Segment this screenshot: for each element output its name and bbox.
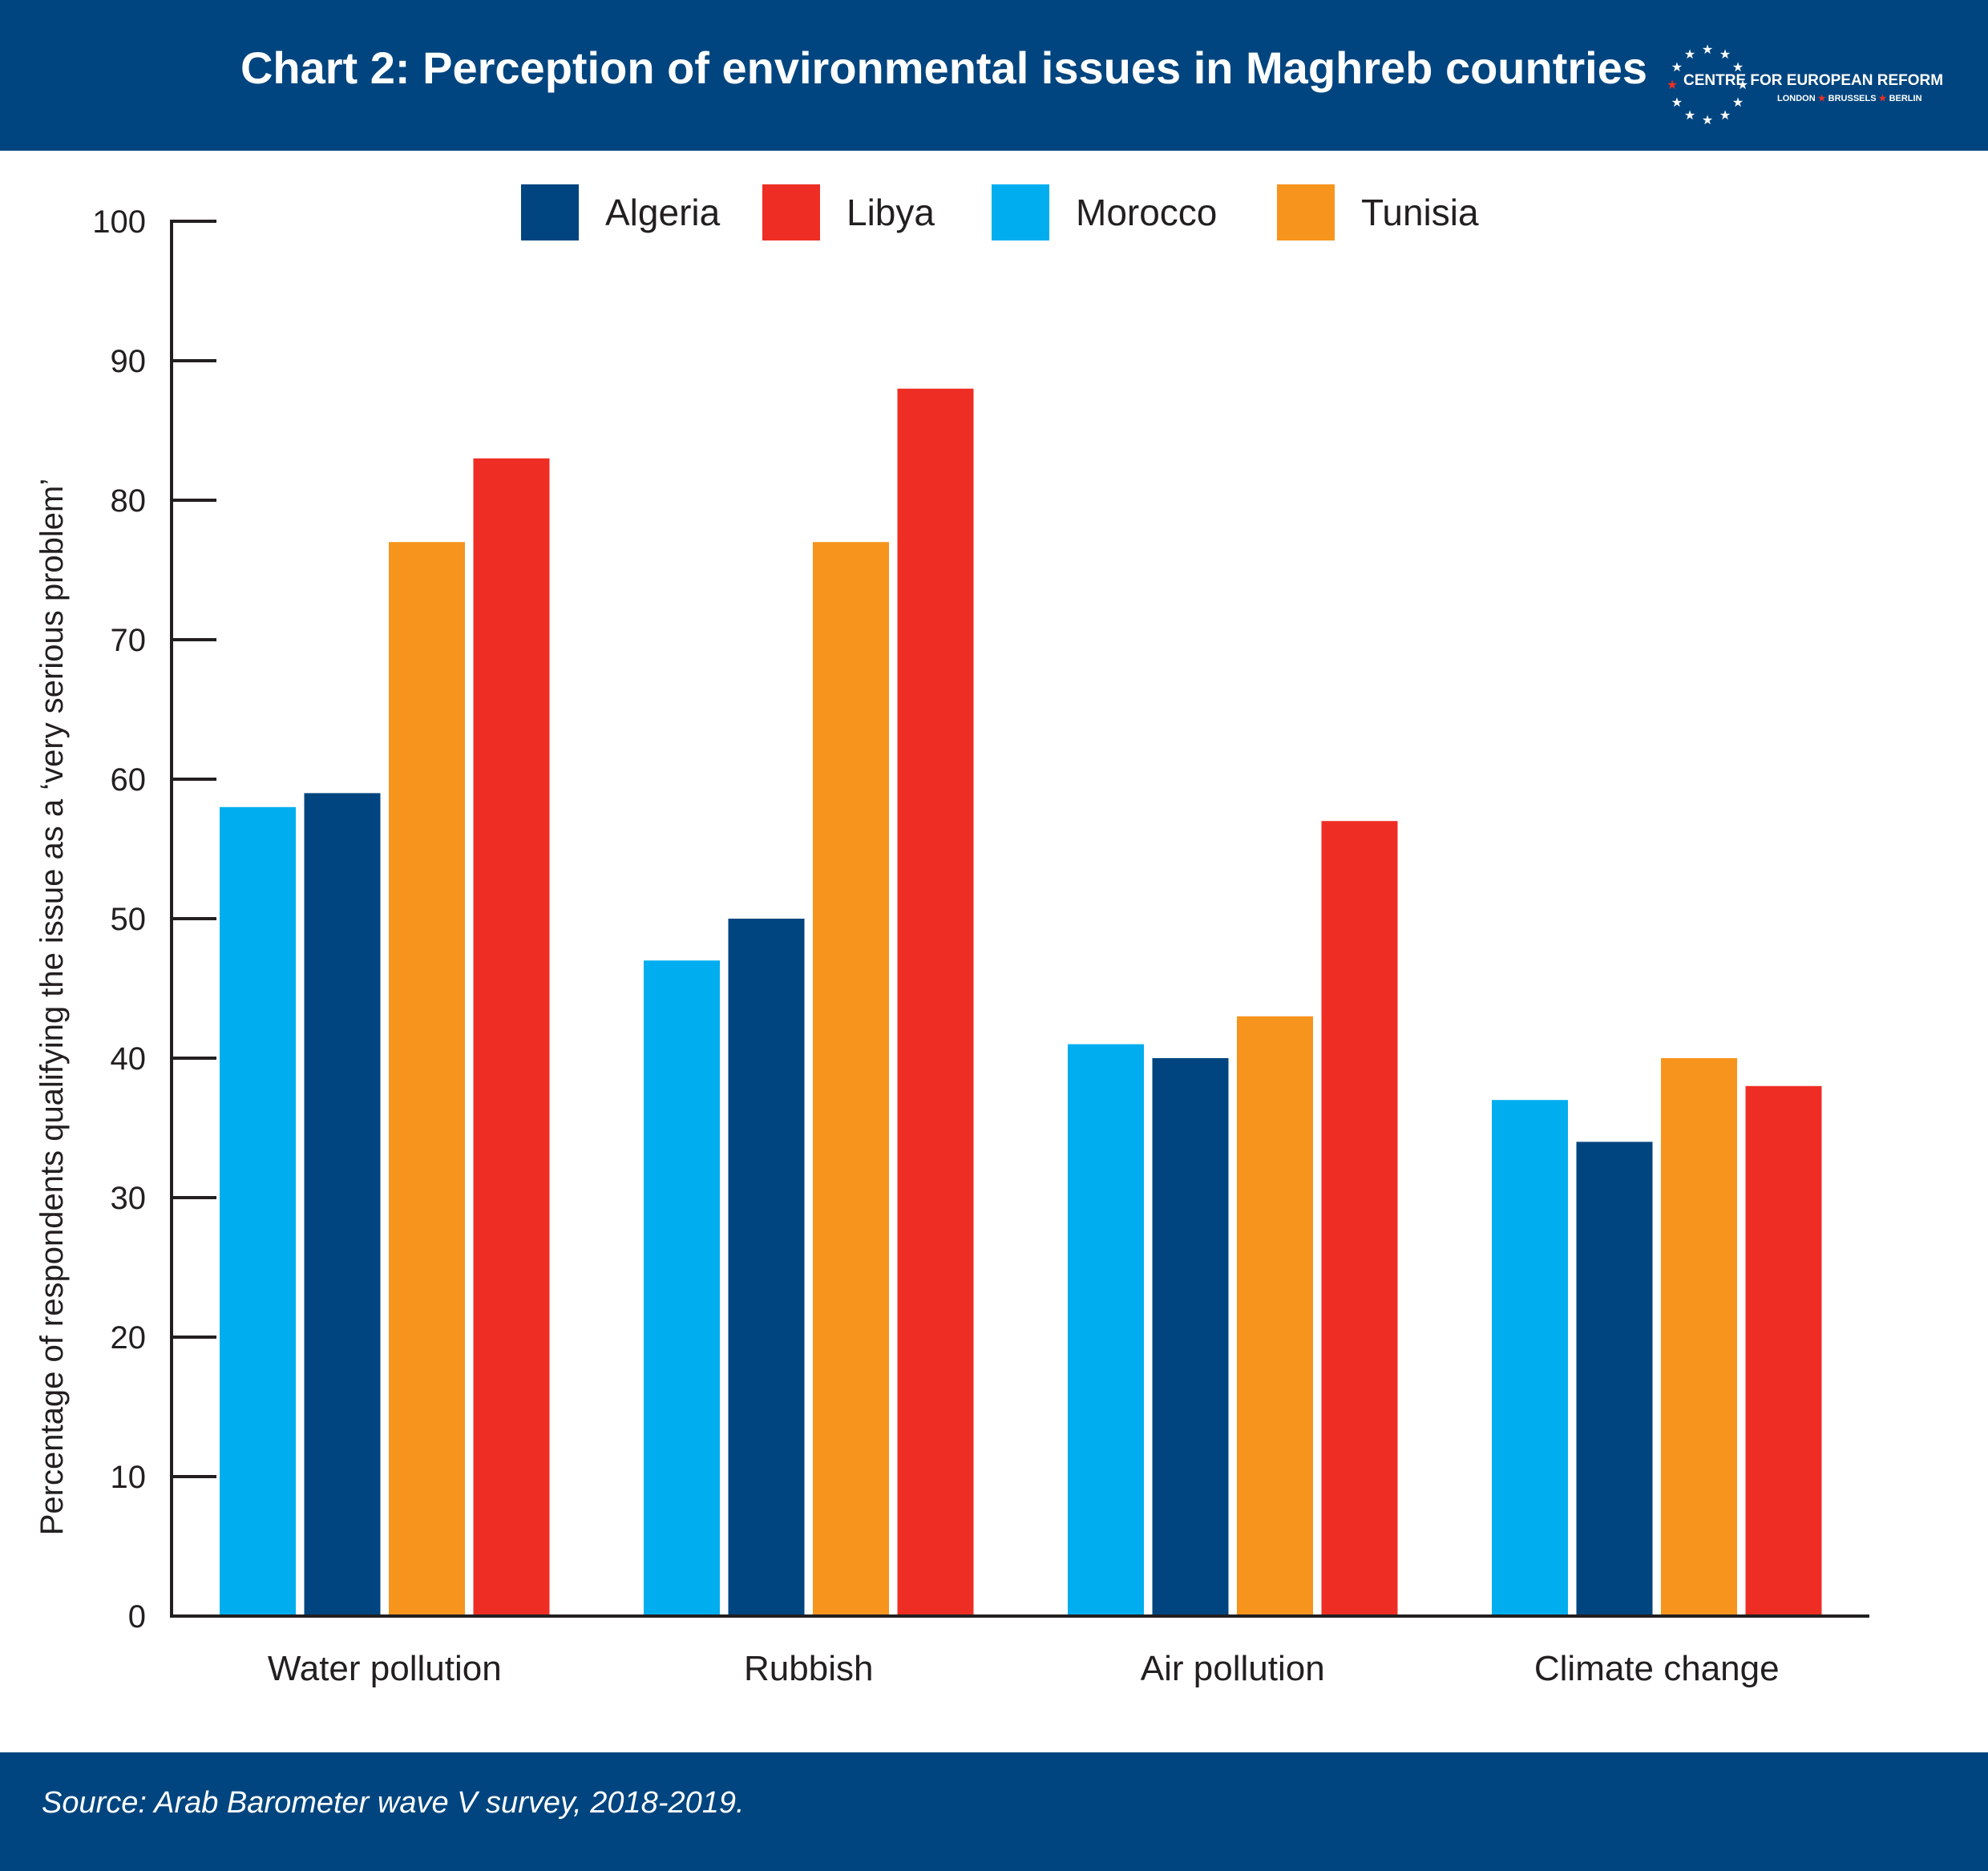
- x-tick-label-rubbish: Rubbish: [744, 1649, 873, 1688]
- y-tick-label: 60: [111, 762, 147, 798]
- bar-libya-rubbish: [897, 388, 974, 1616]
- bar-libya-water-pollution: [473, 458, 550, 1616]
- x-tick-label-water-pollution: Water pollution: [268, 1649, 502, 1688]
- y-tick-label: 90: [111, 344, 147, 379]
- logo-star-icon: ★: [1702, 112, 1713, 127]
- footer-bar: Source: Arab Barometer wave V survey, 20…: [0, 1752, 1988, 1871]
- bar-tunisia-air-pollution: [1237, 1016, 1313, 1616]
- logo-star-icon: ★: [1671, 95, 1683, 110]
- bar-tunisia-rubbish: [813, 542, 889, 1617]
- logo-city-brussels: BRUSSELS: [1828, 94, 1877, 103]
- bar-algeria-rubbish: [728, 919, 805, 1616]
- x-tick-label-air-pollution: Air pollution: [1141, 1649, 1325, 1688]
- y-tick-label: 80: [111, 483, 147, 519]
- bar-morocco-air-pollution: [1068, 1044, 1144, 1616]
- legend-swatch-libya: [762, 184, 820, 240]
- chart-title: Chart 2: Perception of environmental iss…: [240, 42, 1647, 93]
- y-axis-label: Percentage of respondents qualifying the…: [34, 479, 70, 1536]
- y-ticks-group: 0 10 20 30 40 50 60 70 80 90 100: [92, 204, 216, 1635]
- bar-morocco-climate-change: [1492, 1100, 1568, 1616]
- logo-star-icon: ★: [1667, 77, 1678, 92]
- bar-tunisia-climate-change: [1661, 1058, 1737, 1616]
- legend-label-libya: Libya: [847, 192, 935, 233]
- legend-label-algeria: Algeria: [605, 192, 721, 233]
- bar-tunisia-water-pollution: [389, 542, 465, 1617]
- legend-swatch-tunisia: [1277, 184, 1335, 240]
- bar-morocco-water-pollution: [220, 806, 296, 1616]
- bar-chart: 0 10 20 30 40 50 60 70 80 90 100 Water pollution Ru…: [34, 184, 1869, 1688]
- cer-logo: ★ ★ ★ ★ ★ ★ ★ ★ ★ ★ ★ ★ CENTRE FOR EUROPEAN REFORM …: [1663, 40, 1943, 128]
- logo-star-icon: ★: [1719, 46, 1731, 62]
- bar-libya-air-pollution: [1321, 821, 1398, 1616]
- logo-city-berlin: BERLIN: [1889, 94, 1922, 103]
- bar-libya-climate-change: [1745, 1085, 1822, 1616]
- bars-group: [220, 388, 1822, 1617]
- y-tick-label: 0: [128, 1599, 146, 1635]
- logo-star-icon: ★: [1671, 59, 1683, 75]
- header-bar: Chart 2: Perception of environmental iss…: [0, 0, 1988, 151]
- y-tick-label: 50: [111, 902, 147, 937]
- logo-star-icon: ★: [1702, 42, 1713, 57]
- logo-star-icon: ★: [1732, 59, 1744, 75]
- bar-algeria-air-pollution: [1152, 1058, 1229, 1616]
- bar-algeria-climate-change: [1576, 1142, 1653, 1616]
- bar-algeria-water-pollution: [304, 793, 381, 1616]
- logo-star-icon: ★: [1684, 107, 1695, 123]
- legend-label-tunisia: Tunisia: [1361, 192, 1479, 233]
- x-tick-labels-group: Water pollution Rubbish Air pollution Clima…: [268, 1649, 1780, 1688]
- y-tick-label: 10: [111, 1460, 147, 1495]
- source-note: Source: Arab Barometer wave V survey, 20…: [42, 1786, 745, 1820]
- y-tick-label: 40: [111, 1041, 147, 1077]
- legend-label-morocco: Morocco: [1076, 192, 1217, 233]
- legend: Algeria Libya Morocco Tunisia: [521, 184, 1479, 240]
- logo-star-icon: ★: [1817, 94, 1826, 103]
- logo-star-icon: ★: [1878, 94, 1887, 103]
- logo-cities: LONDON ★ BRUSSELS ★ BERLIN: [1777, 93, 1922, 103]
- y-tick-label: 100: [92, 204, 146, 240]
- y-tick-label: 20: [111, 1320, 147, 1356]
- legend-swatch-morocco: [992, 184, 1049, 240]
- y-tick-label: 70: [111, 623, 147, 658]
- logo-star-icon: ★: [1732, 95, 1744, 110]
- logo-star-icon: ★: [1737, 77, 1748, 92]
- logo-city-london: LONDON: [1777, 94, 1816, 103]
- logo-star-icon: ★: [1719, 107, 1731, 123]
- y-tick-label: 30: [111, 1181, 147, 1216]
- x-tick-label-climate-change: Climate change: [1534, 1649, 1780, 1688]
- logo-name: CENTRE FOR EUROPEAN REFORM: [1683, 72, 1944, 89]
- bar-morocco-rubbish: [644, 960, 720, 1616]
- legend-swatch-algeria: [521, 184, 579, 240]
- eu-stars-icon: ★ ★★★★★★★★★★★: [1667, 42, 1748, 127]
- logo-star-icon: ★: [1684, 46, 1695, 62]
